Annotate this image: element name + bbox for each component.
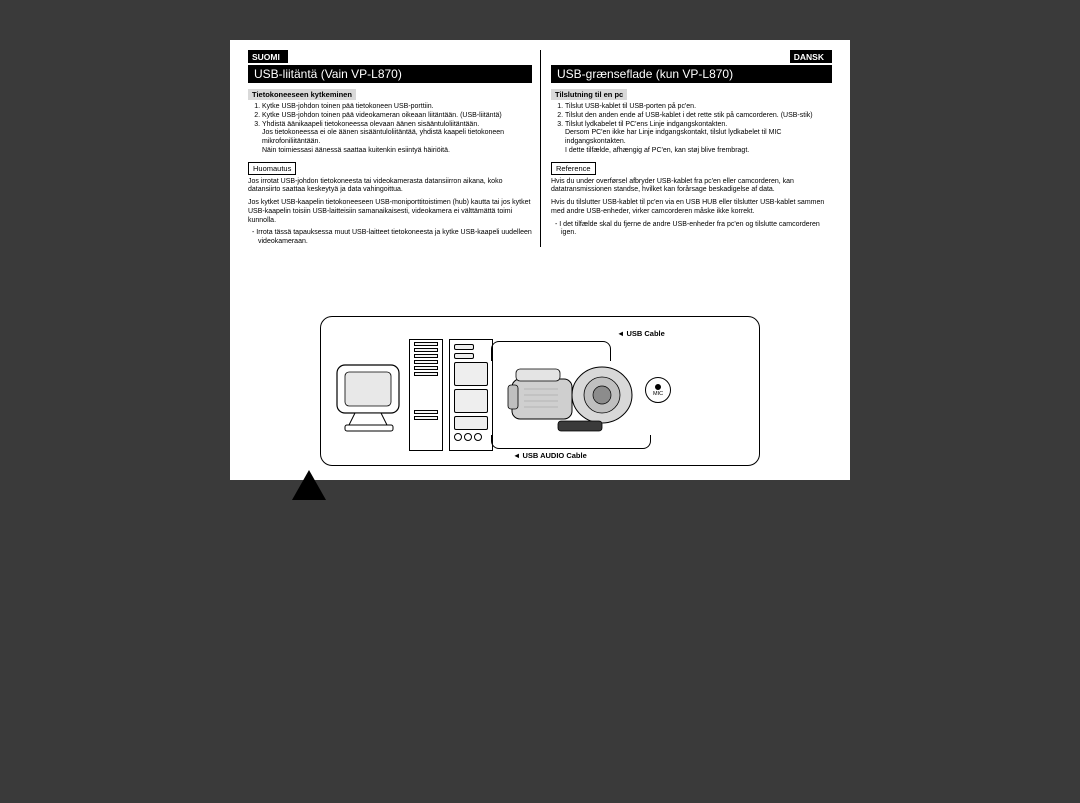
audio-cable-text: USB AUDIO Cable — [522, 451, 586, 460]
section-heading-left: Tietokoneeseen kytkeminen — [248, 89, 356, 100]
note-paragraph: Hvis du under overførsel afbryder USB-ka… — [551, 178, 832, 196]
step-item: Yhdistä äänikaapeli tietokoneessa olevaa… — [262, 121, 532, 156]
arrow-icon: ◄ — [617, 329, 624, 338]
connector-panel-icon — [449, 339, 493, 451]
title-left: USB-liitäntä (Vain VP-L870) — [248, 65, 532, 83]
monitor-icon — [335, 359, 407, 435]
step-subtext: I dette tilfælde, afhængig af PC'en, kan… — [565, 147, 832, 156]
connection-diagram: MIC ◄USB Cable ◄USB AUDIO Cable 62 — [320, 316, 760, 466]
usb-cable-label: ◄USB Cable — [617, 329, 665, 338]
mic-jack-icon: MIC — [645, 377, 671, 403]
audio-cable-line — [491, 435, 651, 449]
language-bar-right: DANSK — [551, 50, 832, 63]
two-column-layout: SUOMI USB-liitäntä (Vain VP-L870) Tietok… — [248, 50, 832, 247]
language-bar-left: SUOMI — [248, 50, 532, 63]
section-heading-right: Tilslutning til en pc — [551, 89, 627, 100]
step-subtext: Dersom PC'en ikke har Linje indgangskont… — [565, 129, 832, 147]
note-paragraph: Hvis du tilslutter USB-kablet til pc'en … — [551, 199, 832, 217]
camcorder-icon — [506, 361, 636, 437]
note-dash-text: I det tilfælde skal du fjerne de andre U… — [559, 221, 819, 237]
document-page: SUOMI USB-liitäntä (Vain VP-L870) Tietok… — [230, 40, 850, 480]
step-subtext: Jos tietokoneessa ei ole äänen sisääntul… — [262, 129, 532, 147]
steps-list-right: Tilslut USB-kablet til USB-porten på pc'… — [551, 103, 832, 156]
mic-jack-label: MIC — [653, 391, 663, 397]
title-right: USB-grænseflade (kun VP-L870) — [551, 65, 832, 83]
step-item: Tilslut USB-kablet til USB-porten på pc'… — [565, 103, 832, 112]
step-item: Tilslut lydkabelet til PC'ens Linje indg… — [565, 121, 832, 156]
steps-list-left: Kytke USB-johdon toinen pää tietokoneen … — [248, 103, 532, 156]
page-number: 62 — [301, 449, 310, 458]
note-paragraph: Jos kytket USB-kaapelin tietokoneeseen U… — [248, 199, 532, 225]
step-item: Tilslut den anden ende af USB-kablet i d… — [565, 112, 832, 121]
note-dash-text: Irrota tässä tapauksessa muut USB-laitte… — [256, 229, 531, 245]
diagram-frame: MIC ◄USB Cable ◄USB AUDIO Cable — [320, 316, 760, 466]
step-text: Tilslut lydkabelet til PC'ens Linje indg… — [565, 121, 727, 128]
right-column: DANSK USB-grænseflade (kun VP-L870) Tils… — [540, 50, 832, 247]
usb-cable-line — [491, 341, 611, 361]
arrow-icon: ◄ — [513, 451, 520, 460]
step-item: Kytke USB-johdon toinen pää videokameran… — [262, 112, 532, 121]
usb-cable-text: USB Cable — [626, 329, 664, 338]
audio-cable-label: ◄USB AUDIO Cable — [513, 451, 587, 460]
step-subtext: Näin toimiessasi äänessä saattaa kuitenk… — [262, 147, 532, 156]
note-dash-item: - I det tilfælde skal du fjerne de andre… — [551, 221, 832, 239]
note-heading-right: Reference — [551, 162, 596, 175]
language-tab-suomi: SUOMI — [248, 50, 288, 63]
language-tab-dansk: DANSK — [790, 50, 832, 63]
note-heading-left: Huomautus — [248, 162, 296, 175]
step-item: Kytke USB-johdon toinen pää tietokoneen … — [262, 103, 532, 112]
note-paragraph: Jos irrotat USB-johdon tietokoneesta tai… — [248, 178, 532, 196]
step-text: Yhdistä äänikaapeli tietokoneessa olevaa… — [262, 121, 479, 128]
left-column: SUOMI USB-liitäntä (Vain VP-L870) Tietok… — [248, 50, 540, 247]
note-dash-item: - Irrota tässä tapauksessa muut USB-lait… — [248, 229, 532, 247]
pc-tower-icon — [409, 339, 443, 451]
